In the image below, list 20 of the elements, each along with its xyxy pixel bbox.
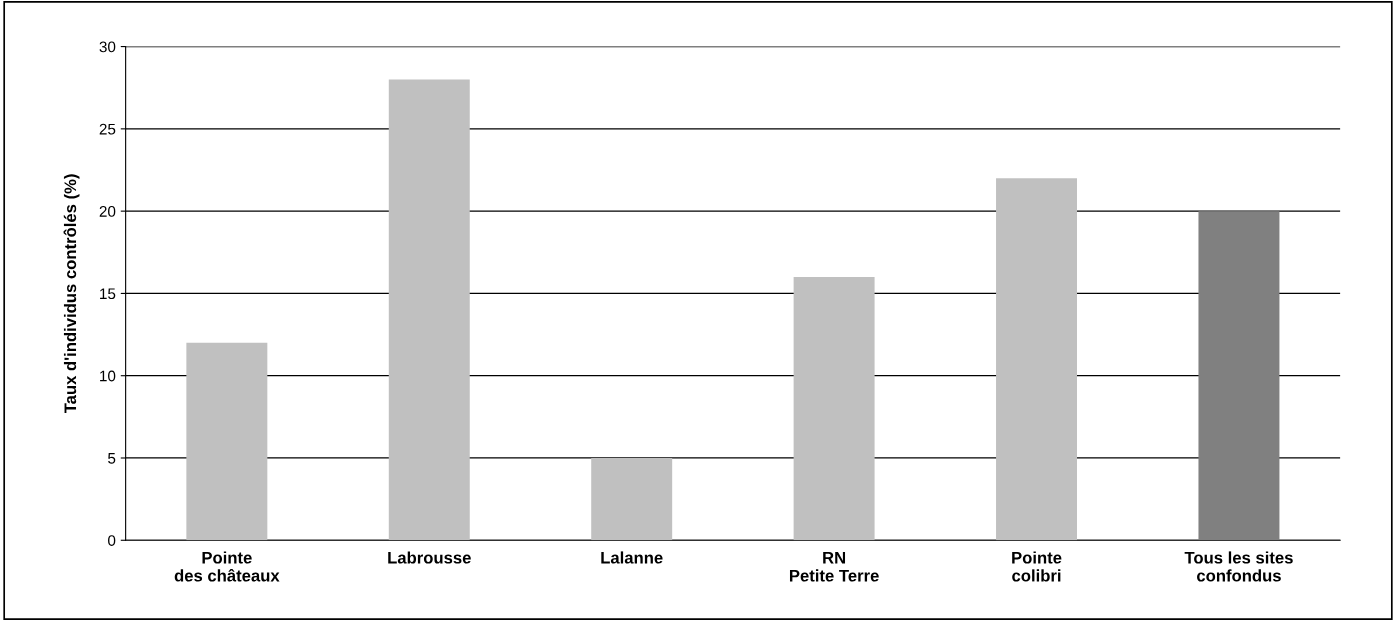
bar <box>793 276 875 541</box>
y-tick-label: 30 <box>99 41 116 53</box>
x-tick-label: Pointe des châteaux <box>174 551 280 582</box>
y-tick-label: 5 <box>108 453 116 464</box>
y-tick-label: 25 <box>99 123 116 135</box>
bar <box>1198 211 1280 541</box>
bar <box>591 457 673 541</box>
x-tick-label: Tous les sites confondus <box>1184 551 1293 582</box>
y-tick-label: 20 <box>99 206 116 217</box>
x-tick-label: Pointe colibri <box>1012 551 1062 582</box>
y-tick-label: 10 <box>100 370 116 382</box>
bar <box>388 79 470 541</box>
x-tick-label: Lalanne <box>601 551 663 564</box>
y-tick-label: 0 <box>108 535 116 546</box>
bar <box>996 178 1078 541</box>
y-tick-label: 15 <box>100 288 116 300</box>
bar <box>186 342 268 541</box>
y-axis-title: Taux d'individus contrôlés (%) <box>63 174 80 414</box>
x-tick-label: RN Petite Terre <box>789 551 879 582</box>
x-tick-label: Labrousse <box>388 551 471 564</box>
